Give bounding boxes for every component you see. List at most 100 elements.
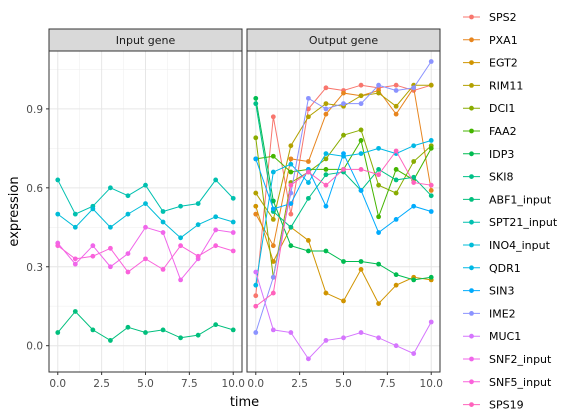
data-point-MUC1 [270,327,276,333]
data-point-SNF5_input [72,256,78,262]
data-point-SKI8 [393,177,399,183]
y-tick-label: 0.0 [26,341,43,353]
data-point-SPS19 [323,182,329,188]
data-point-EGT2 [376,301,381,306]
data-point-SNF2_input [108,264,113,270]
data-point-DCI1 [358,127,364,133]
data-point-FAA2 [358,138,364,143]
legend-item: IDP3 [463,148,514,161]
x-tick-label: 10.0 [222,378,245,390]
legend-item: EGT2 [463,57,518,70]
legend-label: FAA2 [489,125,517,138]
data-point-SPS2 [323,85,329,91]
y-axis-title: expression [7,176,22,246]
data-point-SNF2_input [178,277,183,283]
data-point-SKI8 [306,195,311,201]
legend-key-point [469,311,474,316]
y-tick-label: 0.9 [26,104,43,116]
data-point-IME2 [253,330,259,335]
data-point-SNF5_input [213,243,219,249]
data-point-INO4_input [55,211,61,217]
data-point-SPS19 [376,172,381,178]
data-point-MUC1 [306,356,311,362]
data-point-SPS19 [393,148,399,154]
data-point-QDR1 [306,180,311,185]
legend-item: PXA1 [463,34,518,47]
data-point-IME2 [270,274,276,280]
legend-label: SPS2 [489,11,517,24]
data-point-SNF5_input [160,266,166,272]
data-point-PXA1 [393,111,399,117]
x-tick-label: 0.0 [49,378,66,390]
data-point-ABF1_input [195,332,201,338]
x-tick-label: 5.0 [335,378,352,390]
data-point-QDR1 [288,161,294,167]
x-tick-label: 2.5 [291,378,308,390]
data-point-FAA2 [323,167,329,172]
data-point-INO4_input [125,211,131,217]
data-point-RIM11 [323,101,329,107]
data-point-FAA2 [270,153,276,159]
data-point-SNF2_input [125,251,131,256]
legend-key-point [469,105,474,111]
y-tick-label: 0.3 [26,262,43,274]
legend-item: SNF5_input [463,376,552,389]
legend-key-point [469,402,474,407]
data-point-SNF2_input [213,227,219,233]
data-point-SPT21_input [230,195,236,201]
data-point-FAA2 [393,167,399,172]
data-point-IDP3 [428,274,434,280]
data-point-SIN3 [270,206,276,212]
data-point-RIM11 [428,82,434,88]
facet-title: Input gene [116,34,176,47]
legend-item: SKI8 [463,171,513,184]
data-point-SPT21_input [108,185,113,191]
data-point-SNF5_input [195,253,201,259]
legend-key-point [469,197,474,202]
data-point-SKI8 [411,174,417,180]
data-point-SIN3 [288,201,294,207]
data-point-SNF5_input [178,243,183,249]
data-point-SIN3 [323,203,329,209]
data-point-INO4_input [90,206,96,212]
legend-item: SPT21_input [463,216,558,229]
legend-label: MUC1 [489,330,521,343]
data-point-RIM11 [358,93,364,99]
data-point-SPS19 [253,303,259,309]
data-point-SPS2 [270,114,276,120]
data-point-ABF1_input [55,330,61,335]
data-point-SIN3 [393,216,399,222]
data-point-QDR1 [411,143,417,149]
data-point-ABF1_input [90,327,96,333]
data-point-IME2 [376,82,381,88]
data-point-SKI8 [376,167,381,172]
legend-key-point [469,60,474,65]
data-point-SPS19 [288,182,294,188]
legend-item: SPS2 [463,11,517,24]
data-point-SIN3 [358,188,364,193]
data-point-IDP3 [358,259,364,264]
data-point-SPS2 [253,293,259,299]
legend-key-point [469,356,474,362]
data-point-DCI1 [376,182,381,188]
data-point-DCI1 [411,159,417,164]
data-point-SNF2_input [230,230,236,235]
data-point-SIN3 [341,151,346,157]
data-point-DCI1 [253,135,259,141]
legend-key-point [469,128,474,134]
legend-label: ABF1_input [489,193,552,206]
data-point-IME2 [393,88,399,93]
data-point-PXA1 [270,243,276,249]
data-point-SPS19 [428,182,434,188]
legend-key-point [469,265,474,271]
legend-label: IDP3 [489,148,514,161]
data-point-IME2 [428,59,434,64]
data-point-EGT2 [270,259,276,264]
data-point-SPS2 [288,211,294,217]
data-point-SPT21_input [213,177,219,183]
data-point-EGT2 [323,290,329,296]
data-point-PXA1 [341,90,346,96]
data-point-INO4_input [178,235,183,241]
data-point-ABF1_input [143,330,148,335]
